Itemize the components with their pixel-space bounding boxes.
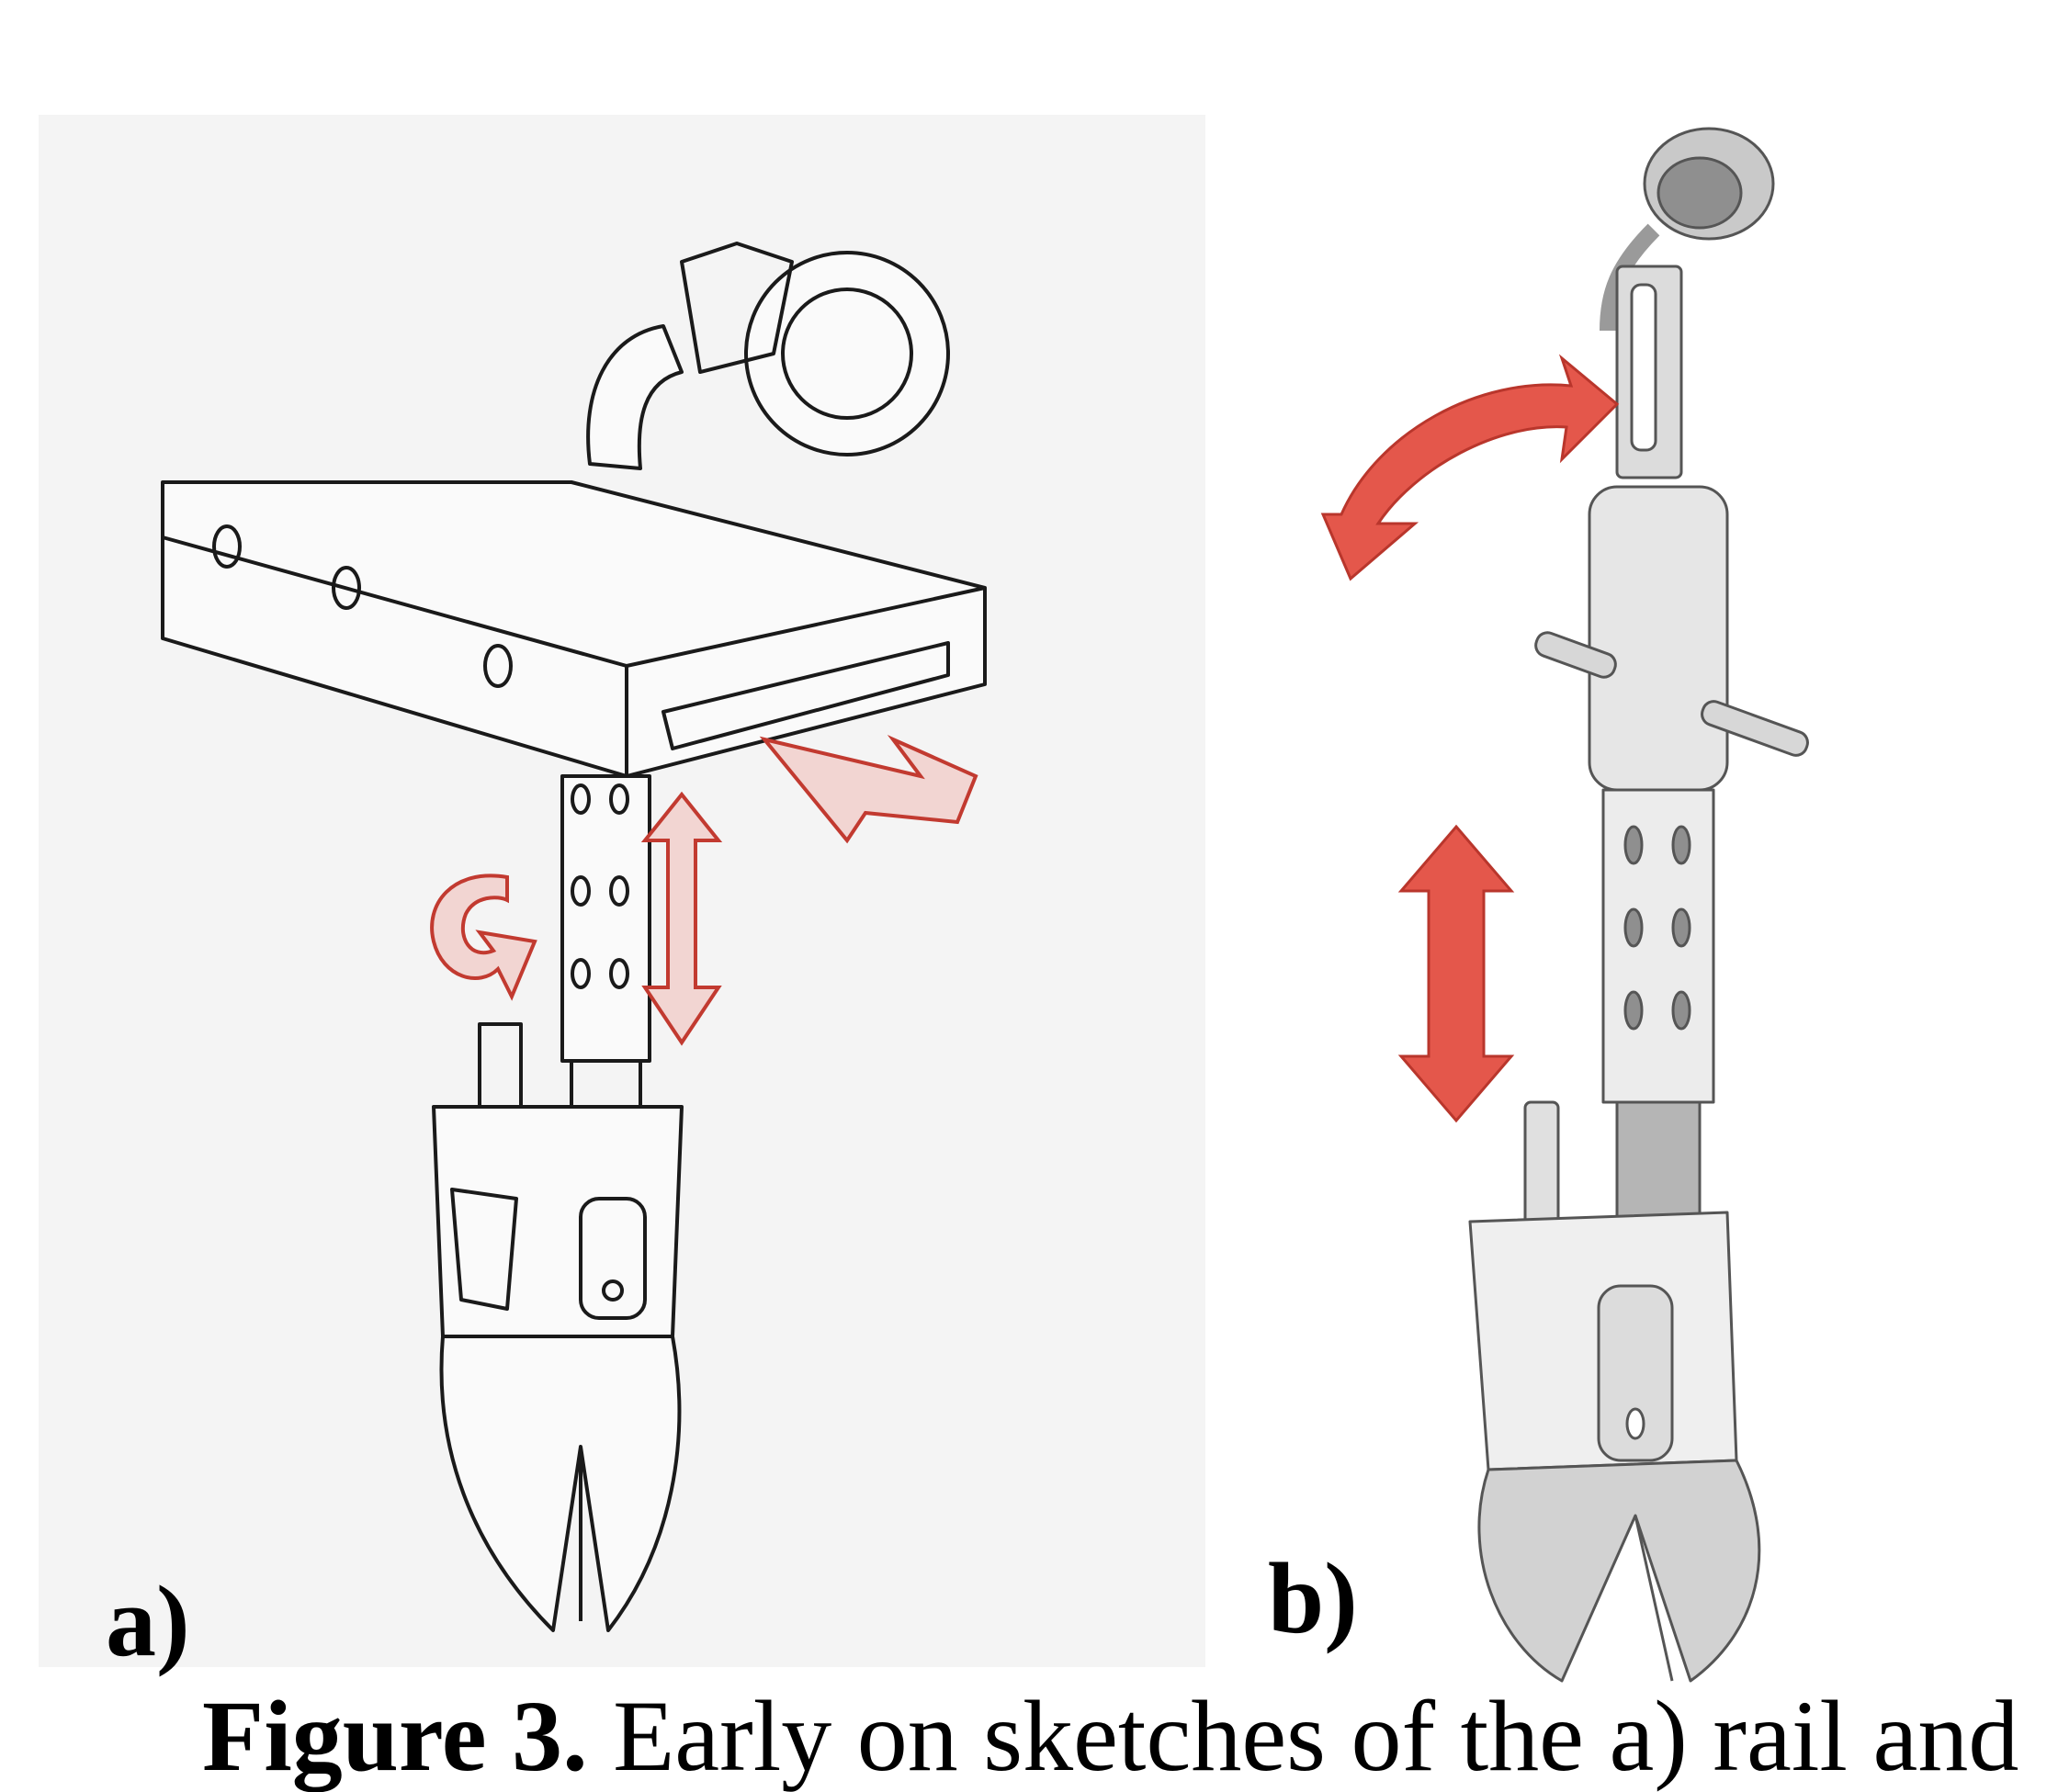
rail-gripper-sketch [161, 242, 987, 1632]
panel-a-sketch [39, 115, 1205, 1667]
panel-b-sketch [1268, 83, 1893, 1699]
figure-caption: Figure 3. Early on sketches of the a) ra… [202, 1681, 2058, 1792]
panel-a-label: a) [106, 1565, 190, 1677]
caption-text: Early on sketches of the a) rail and [587, 1680, 2019, 1792]
caption-figure-number: Figure 3. [202, 1680, 588, 1792]
telescopic-gripper-sketch [1320, 127, 1809, 1683]
panel-b-label: b) [1268, 1542, 1358, 1654]
